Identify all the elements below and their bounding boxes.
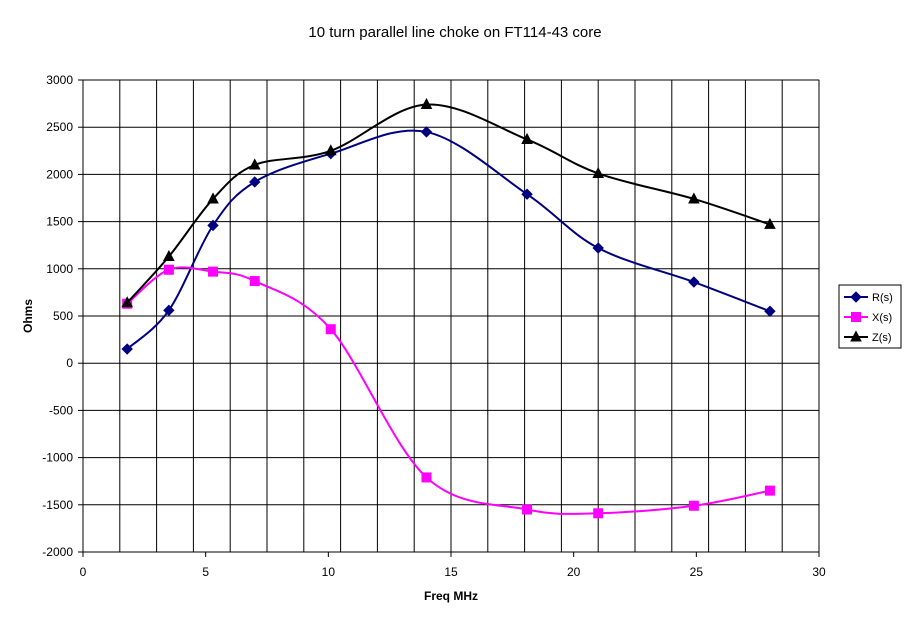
y-tick-label: 2000 xyxy=(46,167,73,181)
data-point xyxy=(163,304,175,317)
series-line xyxy=(126,266,771,515)
y-tick-label: 1500 xyxy=(46,215,73,229)
data-point xyxy=(207,192,219,204)
y-tick-label: -1000 xyxy=(42,451,73,465)
legend: R(s) X(s) Z(s) xyxy=(838,284,902,349)
legend-entry: R(s) xyxy=(844,291,893,304)
y-tick-label: -1500 xyxy=(42,498,73,512)
data-point xyxy=(325,324,336,335)
x-tick-label: 5 xyxy=(202,565,209,579)
data-point xyxy=(163,264,174,275)
data-point xyxy=(208,266,219,277)
data-point xyxy=(121,343,133,355)
data-point xyxy=(163,249,175,262)
data-point xyxy=(522,504,533,515)
x-tick-label: 10 xyxy=(322,565,336,579)
data-point xyxy=(248,158,261,170)
data-point xyxy=(592,242,604,254)
data-point xyxy=(207,219,219,232)
legend-label: X(s) xyxy=(872,312,892,324)
legend-marker xyxy=(850,330,862,342)
legend-entry: Z(s) xyxy=(844,330,892,344)
data-point xyxy=(249,176,261,188)
x-tick-label: 0 xyxy=(80,565,87,579)
y-tick-label: -2000 xyxy=(42,545,73,559)
series-layer xyxy=(121,97,776,519)
data-point xyxy=(688,276,700,288)
series-line xyxy=(126,129,771,350)
chart-title: 10 turn parallel line choke on FT114-43 … xyxy=(308,24,601,41)
x-axis-ticks: 0 5 10 15 20 25 30 xyxy=(80,552,826,579)
data-point xyxy=(592,166,605,178)
data-point xyxy=(324,144,337,156)
data-point xyxy=(688,500,699,511)
data-point xyxy=(764,305,776,317)
x-axis-label: Freq MHz xyxy=(424,589,478,603)
data-point xyxy=(521,132,533,144)
data-point xyxy=(420,126,433,138)
y-tick-label: 3000 xyxy=(46,73,73,87)
y-tick-label: 500 xyxy=(53,309,73,323)
legend-label: R(s) xyxy=(872,292,893,304)
gridlines xyxy=(82,79,820,553)
data-point xyxy=(420,97,433,110)
legend-label: Z(s) xyxy=(872,332,892,344)
y-axis-label: Ohms xyxy=(21,299,35,333)
data-point xyxy=(421,472,432,483)
y-tick-label: 2500 xyxy=(46,120,73,134)
legend-marker xyxy=(850,291,862,303)
data-point xyxy=(688,192,700,204)
y-tick-label: 0 xyxy=(66,356,73,370)
data-point xyxy=(593,508,604,519)
data-point xyxy=(521,188,533,200)
data-point xyxy=(249,276,260,287)
data-point xyxy=(764,217,776,229)
x-tick-label: 25 xyxy=(690,565,704,579)
y-axis-ticks: -2000 -1500 -1000 -500 0 500 1000 1500 2000 2500 3… xyxy=(42,73,83,559)
x-tick-label: 15 xyxy=(444,565,458,579)
x-tick-label: 20 xyxy=(567,565,581,579)
data-point xyxy=(121,296,133,308)
y-tick-label: -500 xyxy=(49,403,73,417)
series-diamond xyxy=(121,126,776,355)
legend-entry: X(s) xyxy=(844,312,892,324)
data-point xyxy=(764,485,775,496)
legend-marker xyxy=(851,312,861,322)
x-tick-label: 30 xyxy=(812,565,826,579)
series-triangle xyxy=(121,97,776,308)
series-line xyxy=(126,103,771,304)
y-tick-label: 1000 xyxy=(46,262,73,276)
